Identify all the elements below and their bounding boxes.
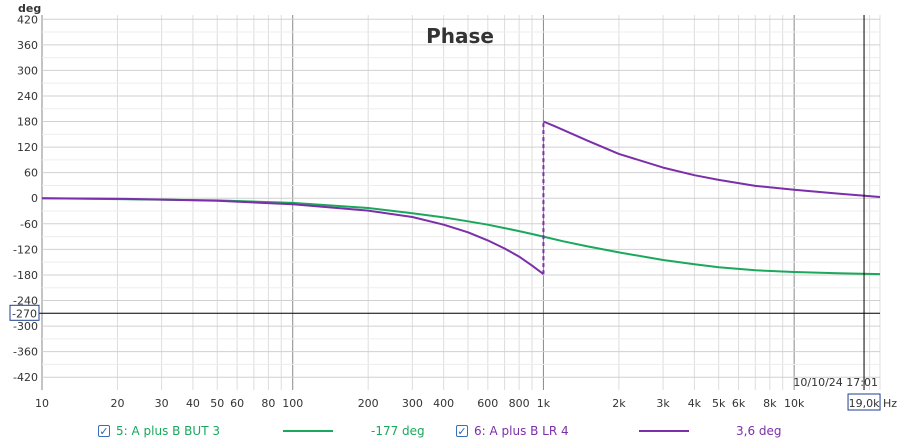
series-1-line-swatch bbox=[283, 430, 333, 432]
series-2-cursor-value: 3,6 deg bbox=[736, 424, 782, 438]
x-tick-label: 8k bbox=[763, 397, 777, 410]
y-tick-label: 60 bbox=[24, 167, 38, 180]
x-tick-label: 3k bbox=[656, 397, 670, 410]
x-tick-labels: 10 20 30 40 50 60 80 100 200 300 400 600 800 1k 2k 3k 4k… bbox=[35, 397, 805, 410]
x-axis-unit-label: Hz bbox=[883, 397, 897, 410]
x-tick-label: 1k bbox=[537, 397, 551, 410]
vertical-gridlines bbox=[41, 15, 881, 390]
y-axis-unit-label: deg bbox=[18, 2, 41, 15]
x-tick-label: 300 bbox=[402, 397, 423, 410]
y-tick-labels: 420 360 300 240 180 120 60 0 -60 -120 -180 -240 -300… bbox=[13, 13, 38, 384]
legend-item-series-1[interactable]: ✓ 5: A plus B BUT 3 bbox=[98, 422, 220, 440]
y-tick-label: -240 bbox=[13, 295, 38, 308]
x-tick-label: 30 bbox=[155, 397, 169, 410]
series-2-line-swatch bbox=[639, 430, 689, 432]
x-tick-label: 5k bbox=[712, 397, 726, 410]
x-tick-label: 40 bbox=[186, 397, 200, 410]
x-tick-label: 600 bbox=[477, 397, 498, 410]
series-1-cursor-value: -177 deg bbox=[371, 424, 425, 438]
x-tick-label: 10 bbox=[35, 397, 49, 410]
cursor-x-readout: 19,0k bbox=[849, 397, 880, 410]
x-tick-label: 50 bbox=[210, 397, 224, 410]
cursor-crosshair[interactable]: -270 19,0k bbox=[9, 15, 881, 411]
y-tick-label: 180 bbox=[17, 116, 38, 129]
series-2-line bbox=[543, 120, 881, 198]
y-tick-label: 420 bbox=[17, 13, 38, 26]
y-tick-label: 120 bbox=[17, 141, 38, 154]
series-1-name: 5: A plus B BUT 3 bbox=[116, 424, 220, 438]
x-tick-label: 4k bbox=[688, 397, 702, 410]
y-tick-label: 300 bbox=[17, 64, 38, 77]
y-tick-label: 240 bbox=[17, 90, 38, 103]
y-tick-label: -360 bbox=[13, 346, 38, 359]
x-tick-label: 6k bbox=[732, 397, 746, 410]
horizontal-gridlines bbox=[42, 18, 880, 378]
x-tick-label: 10k bbox=[784, 397, 805, 410]
chart-title: Phase bbox=[426, 24, 494, 48]
x-tick-label: 2k bbox=[612, 397, 626, 410]
series-2-name: 6: A plus B LR 4 bbox=[474, 424, 569, 438]
x-tick-label: 80 bbox=[261, 397, 275, 410]
series-1-line bbox=[41, 197, 881, 276]
cursor-y-readout-box bbox=[9, 304, 40, 321]
x-tick-label: 200 bbox=[358, 397, 379, 410]
series-2-line bbox=[41, 197, 544, 275]
y-tick-label: -60 bbox=[20, 218, 38, 231]
x-tick-label: 20 bbox=[110, 397, 124, 410]
y-tick-label: 0 bbox=[31, 192, 38, 205]
x-tick-label: 100 bbox=[282, 397, 303, 410]
series-1-visibility-checkbox[interactable]: ✓ bbox=[98, 424, 110, 438]
x-tick-label: 800 bbox=[509, 397, 530, 410]
timestamp: 10/10/24 17:01 bbox=[793, 376, 878, 389]
y-tick-label: -420 bbox=[13, 371, 38, 384]
x-tick-label: 400 bbox=[433, 397, 454, 410]
x-tick-label: 60 bbox=[230, 397, 244, 410]
cursor-x-readout-box bbox=[847, 393, 881, 411]
y-tick-label: 360 bbox=[17, 39, 38, 52]
series-lines bbox=[41, 120, 881, 276]
legend-item-series-2[interactable]: ✓ 6: A plus B LR 4 bbox=[456, 422, 569, 440]
y-tick-label: -120 bbox=[13, 243, 38, 256]
cursor-y-readout: -270 bbox=[12, 307, 37, 320]
series-2-visibility-checkbox[interactable]: ✓ bbox=[456, 424, 468, 438]
y-tick-label: -180 bbox=[13, 269, 38, 282]
y-tick-label: -300 bbox=[13, 320, 38, 333]
